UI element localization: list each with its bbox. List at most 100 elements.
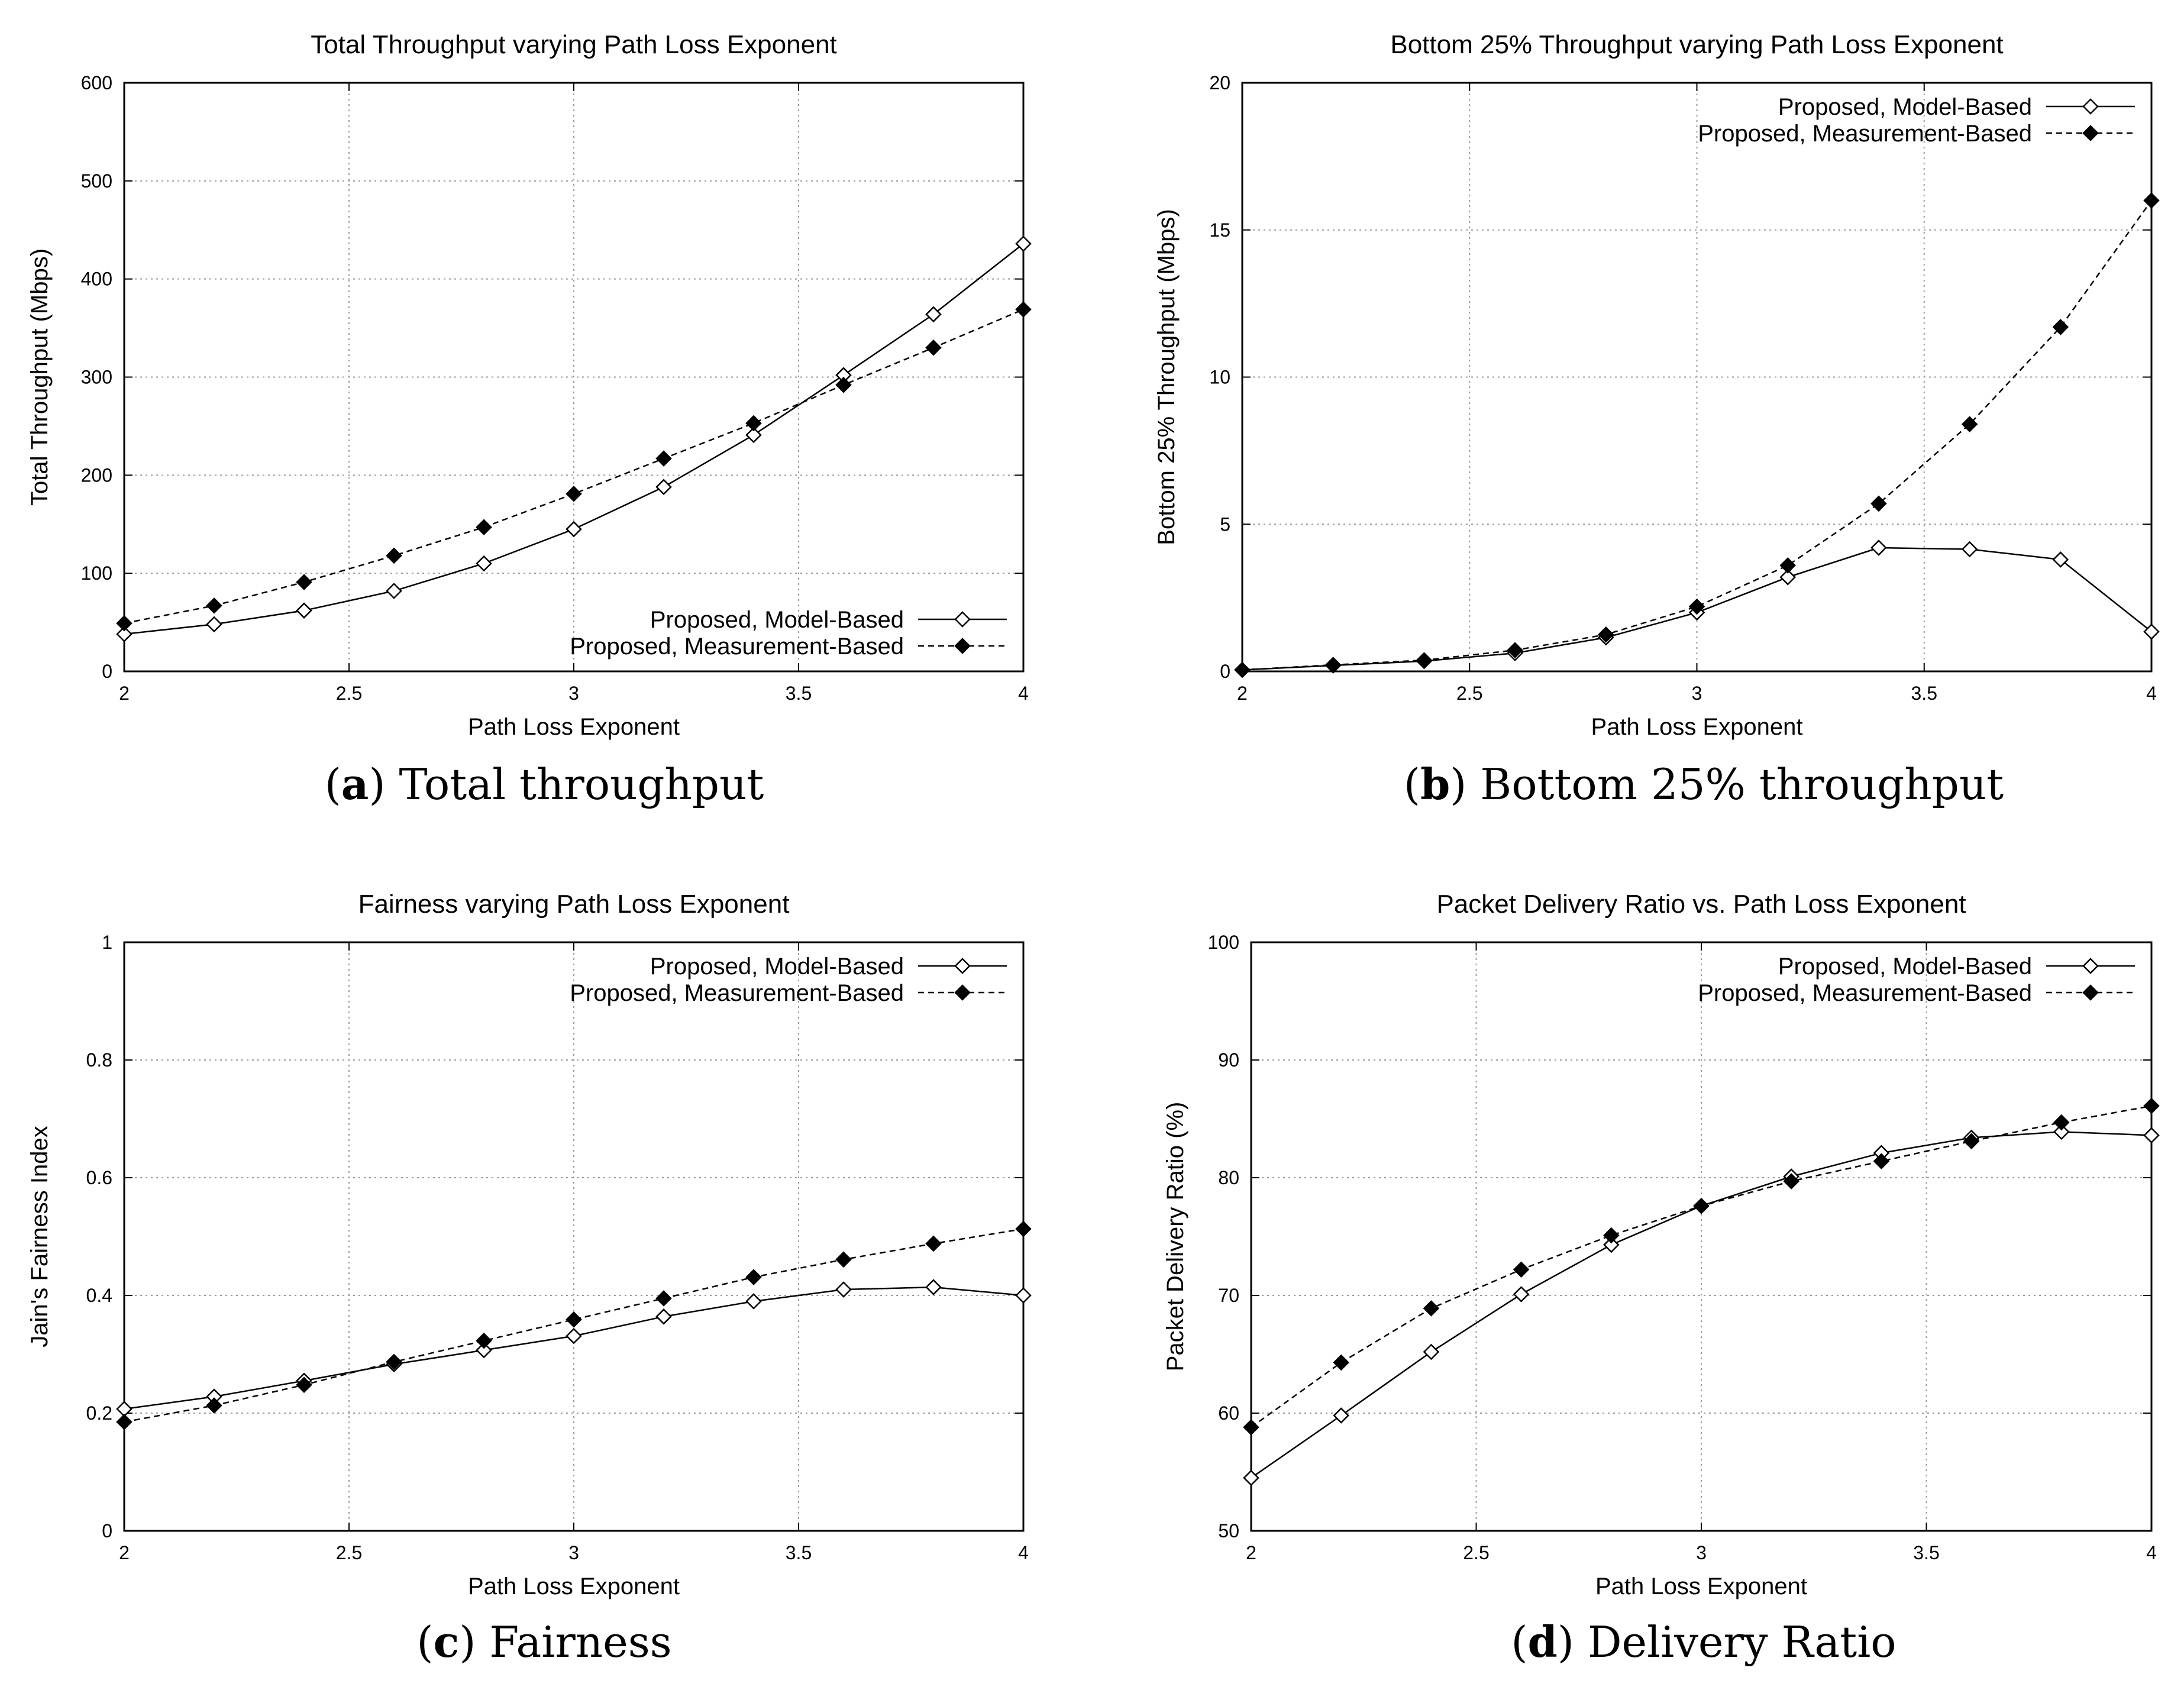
data-point-measurement-based xyxy=(206,597,222,614)
data-point-model-based xyxy=(566,1327,582,1345)
data-point-measurement-based xyxy=(1873,1153,1890,1169)
x-tick-label: 3 xyxy=(568,1542,579,1563)
legend-label: Proposed, Model-Based xyxy=(1778,954,2032,980)
legend-marker xyxy=(954,984,971,1001)
data-point-measurement-based xyxy=(566,1311,582,1328)
x-tick-label: 3 xyxy=(1696,1542,1707,1563)
x-tick-label: 2.5 xyxy=(336,683,362,704)
data-point-model-based xyxy=(2053,1123,2070,1140)
data-point-measurement-based xyxy=(386,547,402,564)
chart-title: Total Throughput varying Path Loss Expon… xyxy=(311,30,837,59)
y-tick-label: 10 xyxy=(1209,367,1230,388)
data-point-model-based xyxy=(206,616,222,633)
data-point-model-based xyxy=(566,521,582,538)
data-point-model-based xyxy=(1603,1236,1620,1253)
data-point-model-based xyxy=(1015,235,1032,252)
y-tick-label: 0.2 xyxy=(86,1402,112,1424)
y-tick-label: 90 xyxy=(1218,1049,1239,1071)
data-point-measurement-based xyxy=(1513,1261,1530,1278)
x-tick-label: 2.5 xyxy=(1456,683,1482,704)
caption-d: (d) Delivery Ratio xyxy=(1511,1617,1897,1667)
data-point-measurement-based xyxy=(2052,319,2069,335)
data-point-measurement-based xyxy=(1243,1419,1259,1436)
x-axis-label: Path Loss Exponent xyxy=(468,714,680,740)
data-point-measurement-based xyxy=(1693,1197,1710,1214)
data-point-measurement-based xyxy=(1507,642,1523,658)
chart-svg: 2 2.5 3 3.5 4 0 0.2 0.4 0.6 0.8 1 Fairness varying … xyxy=(27,890,1032,1599)
data-point-measurement-based xyxy=(1234,661,1251,678)
data-point-model-based xyxy=(655,479,672,496)
data-point-measurement-based xyxy=(116,1414,133,1430)
y-tick-label: 80 xyxy=(1218,1167,1239,1188)
y-axis-label: Packet Delivery Ratio (%) xyxy=(1162,1102,1188,1372)
y-tick-label: 300 xyxy=(81,367,112,388)
x-tick-label: 4 xyxy=(1018,683,1029,704)
y-tick-label: 0 xyxy=(102,1520,112,1541)
x-tick-label: 4 xyxy=(2146,683,2157,704)
data-point-model-based xyxy=(925,1279,942,1295)
x-tick-label: 3.5 xyxy=(786,1542,812,1563)
legend-marker xyxy=(2082,984,2099,1001)
data-point-measurement-based xyxy=(925,339,942,356)
data-point-measurement-based xyxy=(655,1290,672,1307)
legend-label: Proposed, Model-Based xyxy=(650,607,904,633)
data-point-measurement-based xyxy=(2053,1114,2070,1131)
legend-marker xyxy=(2082,125,2099,141)
legend-marker xyxy=(954,638,971,654)
x-tick-label: 3 xyxy=(1692,683,1702,704)
data-point-measurement-based xyxy=(1961,416,1978,432)
data-point-model-based xyxy=(386,583,402,599)
chart-title: Fairness varying Path Loss Exponent xyxy=(358,890,790,919)
legend-marker xyxy=(2082,98,2099,115)
data-point-measurement-based xyxy=(1779,557,1796,574)
data-point-measurement-based xyxy=(835,376,852,393)
y-tick-label: 0 xyxy=(102,661,112,682)
data-point-measurement-based xyxy=(2143,1097,2160,1114)
data-point-model-based xyxy=(1333,1407,1349,1424)
data-point-model-based xyxy=(296,602,312,619)
data-point-measurement-based xyxy=(745,1269,762,1285)
x-tick-label: 2.5 xyxy=(336,1542,362,1563)
y-tick-label: 100 xyxy=(81,563,112,584)
chart-svg: 2 2.5 3 3.5 4 50 60 70 80 90 100 Packet Delivery Ra… xyxy=(1162,890,2160,1599)
series-line-measurement-based xyxy=(124,1228,1024,1423)
y-tick-label: 0.6 xyxy=(86,1167,112,1188)
x-tick-label: 3.5 xyxy=(786,683,812,704)
data-point-model-based xyxy=(476,555,492,572)
y-tick-label: 0.4 xyxy=(86,1285,112,1306)
data-point-model-based xyxy=(1243,1469,1259,1486)
x-tick-label: 3.5 xyxy=(1913,1542,1939,1563)
data-point-model-based xyxy=(655,1308,672,1325)
y-tick-label: 20 xyxy=(1209,72,1230,93)
data-point-model-based xyxy=(2052,551,2069,568)
data-point-measurement-based xyxy=(296,1376,312,1394)
data-point-measurement-based xyxy=(1324,657,1342,673)
legend-label: Proposed, Measurement-Based xyxy=(1698,980,2032,1006)
y-axis-label: Bottom 25% Throughput (Mbps) xyxy=(1154,209,1180,545)
data-point-model-based xyxy=(925,306,942,323)
legend-label: Proposed, Model-Based xyxy=(1778,94,2032,120)
data-point-model-based xyxy=(745,426,762,444)
chart-title: Bottom 25% Throughput varying Path Loss … xyxy=(1390,30,2003,59)
y-axis-label: Total Throughput (Mbps) xyxy=(27,248,53,506)
data-point-model-based xyxy=(745,1293,762,1310)
legend-label: Proposed, Measurement-Based xyxy=(570,634,904,660)
data-point-measurement-based xyxy=(206,1397,222,1414)
data-point-measurement-based xyxy=(1688,598,1705,615)
y-tick-label: 600 xyxy=(81,72,112,93)
data-point-model-based xyxy=(2143,1127,2160,1144)
y-tick-label: 5 xyxy=(1220,513,1230,535)
y-tick-label: 50 xyxy=(1218,1520,1239,1541)
legend-label: Proposed, Measurement-Based xyxy=(1698,121,2032,147)
x-axis-label: Path Loss Exponent xyxy=(1591,714,1802,740)
data-point-model-based xyxy=(476,1342,492,1359)
legend-label: Proposed, Measurement-Based xyxy=(570,980,904,1006)
x-tick-label: 2 xyxy=(1237,683,1248,704)
data-point-model-based xyxy=(2143,623,2160,640)
legend-marker xyxy=(954,958,971,974)
data-point-measurement-based xyxy=(655,450,672,467)
data-point-measurement-based xyxy=(1783,1173,1799,1190)
data-point-measurement-based xyxy=(745,415,762,432)
x-tick-label: 3 xyxy=(568,683,579,704)
